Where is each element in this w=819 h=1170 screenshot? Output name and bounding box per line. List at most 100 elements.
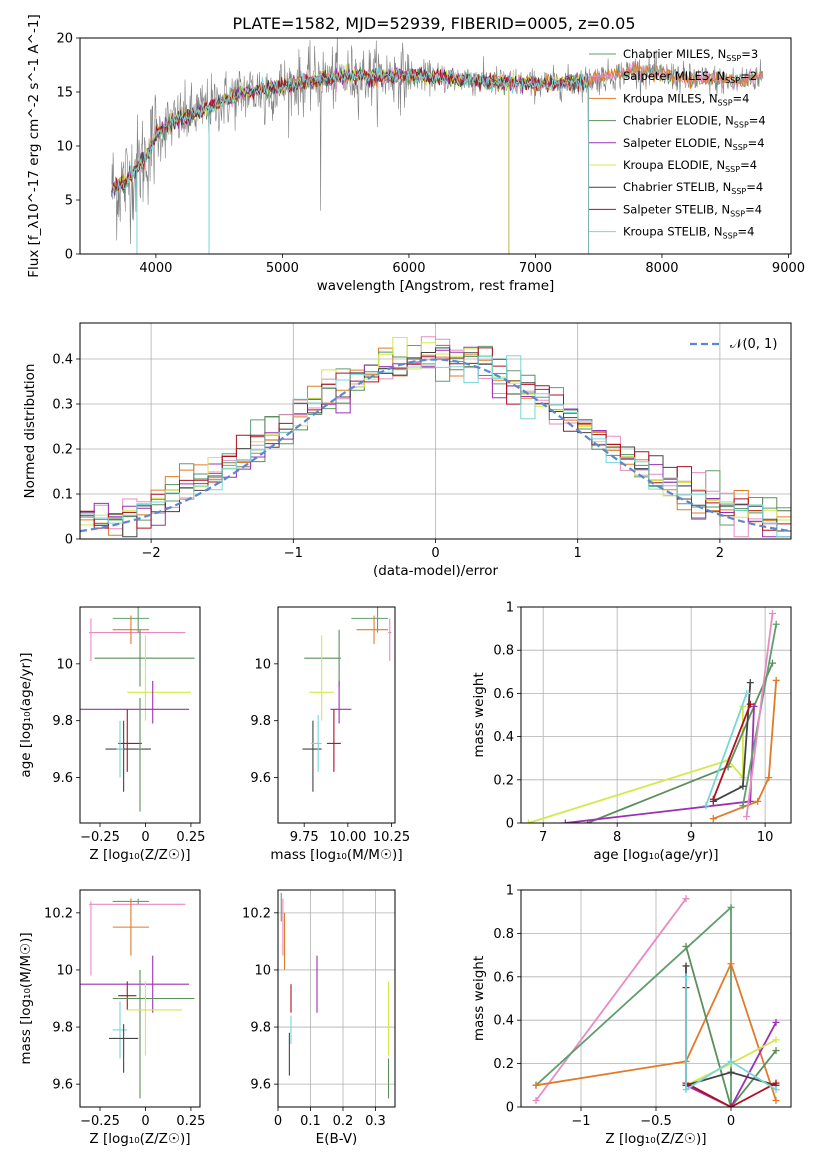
- weight-marker: [739, 802, 747, 810]
- weight-marker: [682, 973, 690, 981]
- x-tick-label: 0: [431, 546, 439, 561]
- y-axis-label: Flux [f_λ10^-17 erg cm^-2 s^-1 A^-1]: [26, 14, 42, 277]
- axes-frame: [277, 606, 396, 824]
- weight-marker: [532, 1081, 540, 1089]
- x-tick-label: 0: [141, 830, 149, 845]
- panel-spectrum: Chabrier MILES, NSSP=3 Salpeter MILES, NS…: [26, 14, 805, 294]
- y-tick-label: 9.6: [52, 1078, 73, 1093]
- weight-marker: [769, 659, 777, 667]
- y-tick-label: 1: [506, 884, 514, 899]
- x-tick-label: 0: [141, 1114, 149, 1129]
- errorbar-point-salpeter_stelib: [118, 709, 142, 772]
- panel-weight_vs_z: −1 −0.5 0 0 0.2 0.4 0.6 0.8 1 Z [log₁₀(Z/Z☉)] mass…: [471, 884, 792, 1147]
- x-axis-label: Z [log₁₀(Z/Z☉)]: [89, 1131, 190, 1147]
- y-tick-label: 20: [56, 32, 73, 47]
- legend-label: Salpeter STELIB, NSSP=4: [623, 202, 762, 218]
- weight-marker: [727, 903, 735, 911]
- errorbar-point-salpeter_stelib: [326, 709, 341, 772]
- errorbar-point-kroupa_miles: [356, 615, 389, 644]
- errorbar-point-chabrier_miles: [351, 607, 389, 633]
- x-tick-label: 0.1: [300, 1114, 321, 1129]
- x-axis-label: Z [log₁₀(Z/Z☉)]: [89, 847, 190, 863]
- weight-marker: [743, 813, 751, 821]
- y-axis-label: mass [log₁₀(M/M☉)]: [18, 932, 34, 1064]
- weight-marker: [772, 676, 780, 684]
- y-tick-label: 10: [254, 657, 271, 672]
- x-tick-label: 9.75: [290, 830, 319, 845]
- weight-line-salpeter_stelib: [712, 703, 752, 800]
- errorbar-point-chabrier_elodie: [94, 629, 195, 687]
- y-axis-label: mass weight: [471, 672, 487, 757]
- legend: Chabrier MILES, NSSP=3 Salpeter MILES, NS…: [589, 47, 766, 241]
- weight-line-salpeter_miles: [535, 898, 687, 1102]
- panel-age_vs_z: −0.25 0 0.25 9.6 9.8 10 Z [log₁₀(Z/Z☉)] age [lo…: [18, 606, 205, 863]
- legend-label: 𝒩(0, 1): [730, 337, 777, 352]
- weight-marker: [561, 819, 569, 823]
- y-tick-label: 0.2: [52, 443, 73, 458]
- weight-line-salpeter_elodie: [685, 1021, 777, 1107]
- errorbar-point-chabrier_elodie: [304, 629, 341, 687]
- panel-residuals: 𝒩(0, 1) −2 −1 0 1 2 0 0.1 0.2 0.3 0.4 (data-model)/…: [22, 322, 792, 579]
- errorbar-point-chabrier_stelib: [109, 1024, 139, 1073]
- histogram-chabrier_stelib: [80, 347, 791, 538]
- y-tick-label: 9.6: [52, 771, 73, 786]
- plot-area: [524, 609, 780, 823]
- weight-line-chabrier_elodie: [685, 946, 777, 1107]
- weight-line-kroupa_miles: [712, 680, 778, 820]
- x-axis-label: wavelength [Angstrom, rest frame]: [317, 278, 555, 294]
- model-spectrum-kroupa_stelib: [111, 67, 589, 254]
- y-tick-label: 0.6: [493, 970, 514, 985]
- x-tick-label: 4000: [139, 261, 172, 276]
- weight-marker: [532, 1096, 540, 1104]
- y-tick-label: 0.2: [493, 1057, 514, 1072]
- plot-area: [80, 336, 791, 538]
- x-axis-label: (data-model)/error: [373, 563, 499, 579]
- weight-marker: [727, 1057, 735, 1065]
- axes-frame: [277, 889, 396, 1108]
- x-tick-label: 10.25: [373, 830, 410, 845]
- x-tick-label: −0.25: [80, 1114, 120, 1129]
- weight-marker: [727, 960, 735, 968]
- histogram-salpeter_stelib: [80, 347, 791, 531]
- weight-marker: [743, 689, 751, 697]
- plot-area: [111, 38, 764, 254]
- x-tick-label: 5000: [266, 261, 299, 276]
- weight-line-kroupa_elodie: [528, 706, 744, 823]
- y-tick-label: 0.3: [52, 398, 73, 413]
- errorbar-point-chabrier_stelib: [302, 720, 322, 792]
- y-tick-label: 0: [65, 533, 73, 548]
- weight-line-salpeter_miles: [745, 613, 774, 817]
- model-spectrum-salpeter_stelib: [111, 67, 589, 254]
- weight-marker: [709, 795, 717, 803]
- errorbar-point-kroupa_elodie: [309, 635, 334, 721]
- weight-marker: [772, 1096, 780, 1104]
- weight-marker: [682, 962, 690, 970]
- y-tick-label: 0.8: [493, 927, 514, 942]
- y-tick-label: 9.8: [52, 714, 73, 729]
- weight-marker: [754, 797, 762, 805]
- weight-marker: [772, 1047, 780, 1055]
- x-tick-label: 10.00: [329, 830, 366, 845]
- y-tick-label: 9.6: [250, 1078, 271, 1093]
- weight-marker: [739, 782, 747, 790]
- x-tick-label: 8: [613, 830, 621, 845]
- y-tick-label: 0.1: [52, 488, 73, 503]
- panel-mass_vs_z: −0.25 0 0.25 9.6 9.8 10 10.2 Z [log₁₀(Z/Z☉)] mas…: [18, 889, 205, 1147]
- y-tick-label: 10.2: [44, 906, 73, 921]
- y-tick-label: 10: [254, 963, 271, 978]
- y-tick-label: 9.8: [52, 1021, 73, 1036]
- weight-marker: [727, 1068, 735, 1076]
- errorbar-point-salpeter_miles: [89, 901, 186, 976]
- plot-area: [302, 607, 392, 792]
- errorbar-point-salpeter_elodie: [80, 680, 190, 724]
- weight-marker: [772, 1036, 780, 1044]
- y-tick-label: 0.4: [493, 1014, 514, 1029]
- axes-frame: [79, 889, 201, 1108]
- y-axis-label: age [log₁₀(age/yr)]: [18, 652, 34, 777]
- x-axis-label: E(B-V): [316, 1131, 358, 1147]
- x-tick-label: −0.25: [80, 830, 120, 845]
- y-tick-label: 0: [506, 1101, 514, 1116]
- x-tick-label: 9: [687, 830, 695, 845]
- legend-label: Kroupa STELIB, NSSP=4: [623, 225, 754, 241]
- legend-label: Chabrier STELIB, NSSP=4: [623, 180, 763, 196]
